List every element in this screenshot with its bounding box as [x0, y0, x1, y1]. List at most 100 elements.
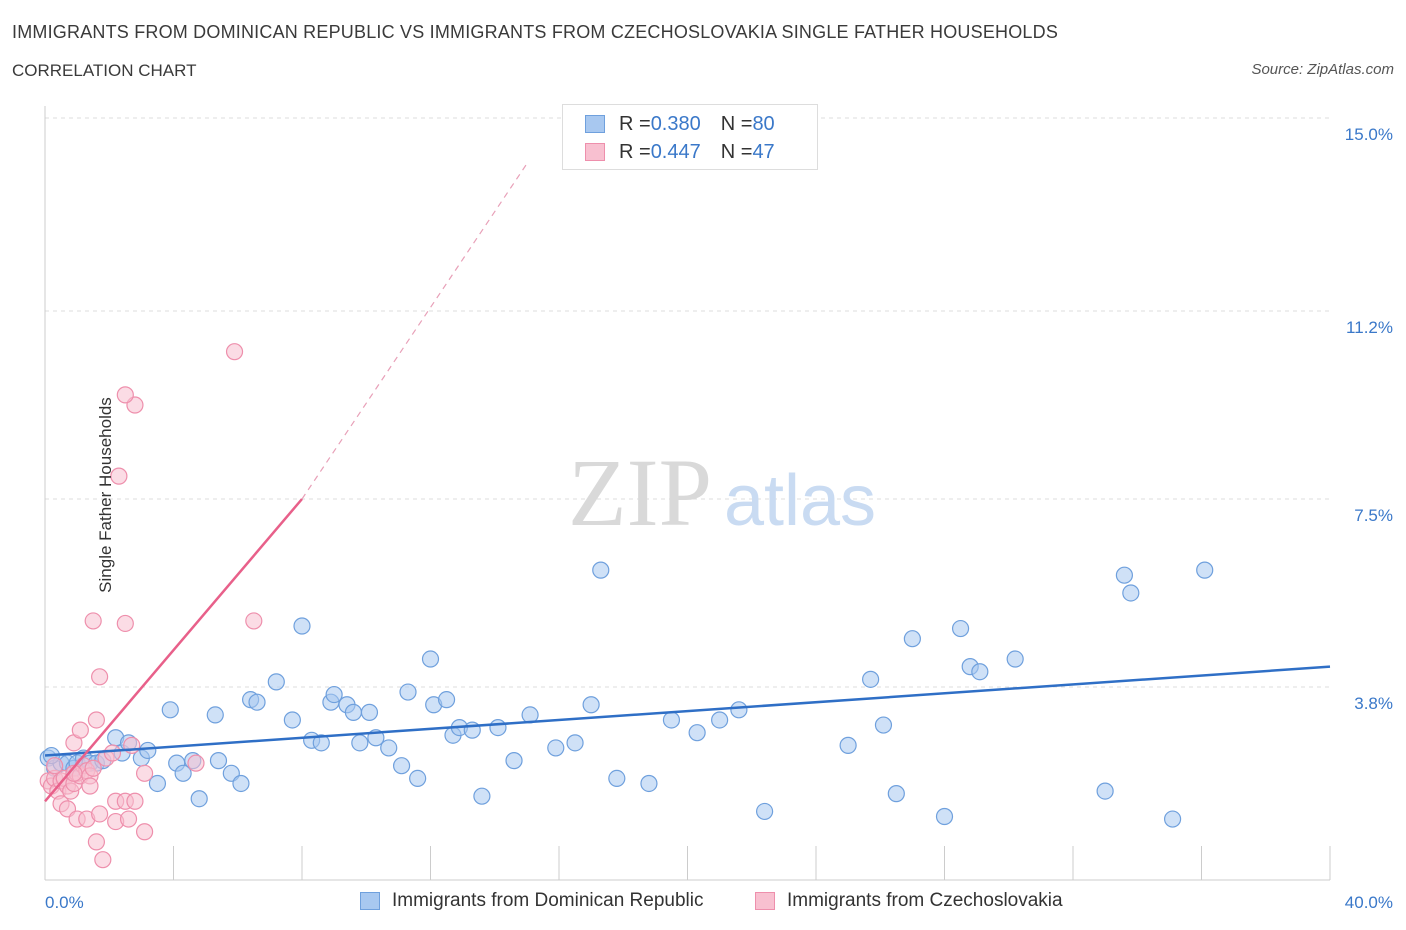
point-dominican	[903, 630, 921, 648]
point-dominican	[951, 619, 970, 638]
y-axis-label: Single Father Households	[95, 397, 115, 593]
point-dominican	[161, 701, 179, 719]
grid-lines	[45, 117, 1330, 688]
point-dominican	[1115, 566, 1134, 584]
point-dominican	[730, 701, 748, 719]
y-tick-label: 7.5%	[1354, 506, 1393, 525]
point-dominican	[608, 769, 626, 788]
point-dominican	[489, 718, 507, 737]
point-dominican	[437, 691, 456, 709]
trend-line-dominican	[44, 665, 1331, 757]
point-dominican	[755, 802, 774, 821]
point-dominican	[344, 703, 362, 721]
point-dominican	[887, 785, 905, 803]
watermark-zip: ZIP	[568, 439, 712, 546]
point-dominican	[380, 739, 398, 757]
n-value: 47	[752, 140, 775, 163]
point-dominican	[1122, 584, 1140, 602]
point-dominican	[1196, 561, 1214, 579]
point-dominican	[392, 757, 411, 775]
y-tick-label: 3.8%	[1354, 694, 1393, 713]
r-value: 0.447	[650, 140, 701, 163]
r-label: R =	[619, 112, 651, 135]
point-dominican	[139, 741, 157, 760]
chart-title: IMMIGRANTS FROM DOMINICAN REPUBLIC VS IM…	[12, 22, 1059, 42]
tick-labels: 3.8% 7.5% 11.2% 15.0% 0.0% 40.0%	[45, 125, 1393, 912]
point-czechoslovakia	[87, 711, 106, 729]
point-czechoslovakia	[84, 612, 102, 630]
point-czechoslovakia	[225, 343, 244, 361]
point-dominican	[935, 807, 954, 826]
point-czechoslovakia	[245, 612, 263, 630]
trend-line-czechoslovakia-extension	[301, 163, 528, 500]
point-czechoslovakia	[91, 668, 109, 686]
legend-label: Immigrants from Czechoslovakia	[787, 890, 1063, 911]
point-czechoslovakia	[135, 764, 154, 782]
point-dominican	[862, 670, 880, 688]
point-czechoslovakia	[110, 467, 128, 485]
n-label: N =	[720, 140, 753, 163]
stats-legend-row-czech: R = 0.447 N = 47	[585, 140, 775, 164]
stats-legend: R = 0.380 N = 80 R = 0.447 N = 47	[562, 104, 818, 170]
chart-subtitle: CORRELATION CHART	[12, 61, 197, 80]
legend-swatch-pink	[755, 892, 775, 910]
point-dominican	[267, 673, 285, 691]
point-dominican	[547, 739, 565, 757]
point-czechoslovakia	[135, 823, 154, 841]
point-dominican	[360, 703, 379, 721]
legend-item-dominican[interactable]: Immigrants from Dominican Republic	[360, 890, 704, 912]
point-dominican	[312, 734, 330, 752]
point-dominican	[874, 716, 893, 734]
point-dominican	[839, 736, 857, 754]
legend-item-czechoslovakia[interactable]: Immigrants from Czechoslovakia	[755, 890, 1063, 912]
x-tick-label-right: 40.0%	[1345, 893, 1393, 912]
stats-legend-row-dominican: R = 0.380 N = 80	[585, 112, 775, 136]
point-dominican	[971, 663, 989, 681]
point-dominican	[174, 764, 192, 782]
point-dominican	[566, 734, 584, 752]
point-dominican	[283, 711, 301, 729]
r-label: R =	[619, 140, 651, 163]
legend-swatch-blue	[585, 115, 605, 133]
point-dominican	[351, 734, 369, 752]
point-dominican	[325, 685, 343, 704]
legend-label: Immigrants from Dominican Republic	[392, 890, 704, 911]
point-dominican	[688, 724, 706, 742]
point-dominican	[1163, 810, 1182, 828]
point-czechoslovakia	[187, 754, 205, 772]
point-dominican	[293, 617, 311, 635]
point-dominican	[232, 774, 250, 793]
point-czechoslovakia	[81, 777, 99, 795]
n-value: 80	[752, 112, 775, 135]
point-czechoslovakia	[94, 851, 112, 869]
point-czechoslovakia	[126, 792, 144, 810]
series-legend: Immigrants from Dominican Republic Immig…	[0, 890, 1406, 914]
point-dominican	[1006, 650, 1024, 668]
point-dominican	[399, 683, 417, 701]
point-dominican	[148, 774, 167, 793]
point-dominican	[206, 706, 224, 724]
point-dominican	[473, 787, 491, 805]
point-dominican	[582, 696, 600, 714]
point-dominican	[662, 711, 681, 729]
legend-swatch-blue	[360, 892, 380, 910]
point-dominican	[190, 790, 208, 808]
point-czechoslovakia	[84, 759, 102, 777]
point-dominican	[711, 711, 729, 729]
point-czechoslovakia	[119, 810, 138, 828]
point-dominican	[640, 774, 658, 793]
y-tick-label: 15.0%	[1345, 125, 1393, 144]
data-points	[39, 343, 1214, 869]
point-czechoslovakia	[46, 757, 64, 775]
point-czechoslovakia	[103, 744, 122, 762]
point-czechoslovakia	[91, 805, 109, 823]
point-czechoslovakia	[116, 614, 134, 633]
axes	[44, 106, 1331, 881]
r-value: 0.380	[650, 112, 701, 135]
source-note: Source: ZipAtlas.com	[1251, 61, 1394, 78]
point-czechoslovakia	[71, 721, 89, 739]
point-czechoslovakia	[116, 386, 134, 404]
point-dominican	[505, 752, 523, 770]
trend-line-czechoslovakia	[44, 498, 303, 803]
